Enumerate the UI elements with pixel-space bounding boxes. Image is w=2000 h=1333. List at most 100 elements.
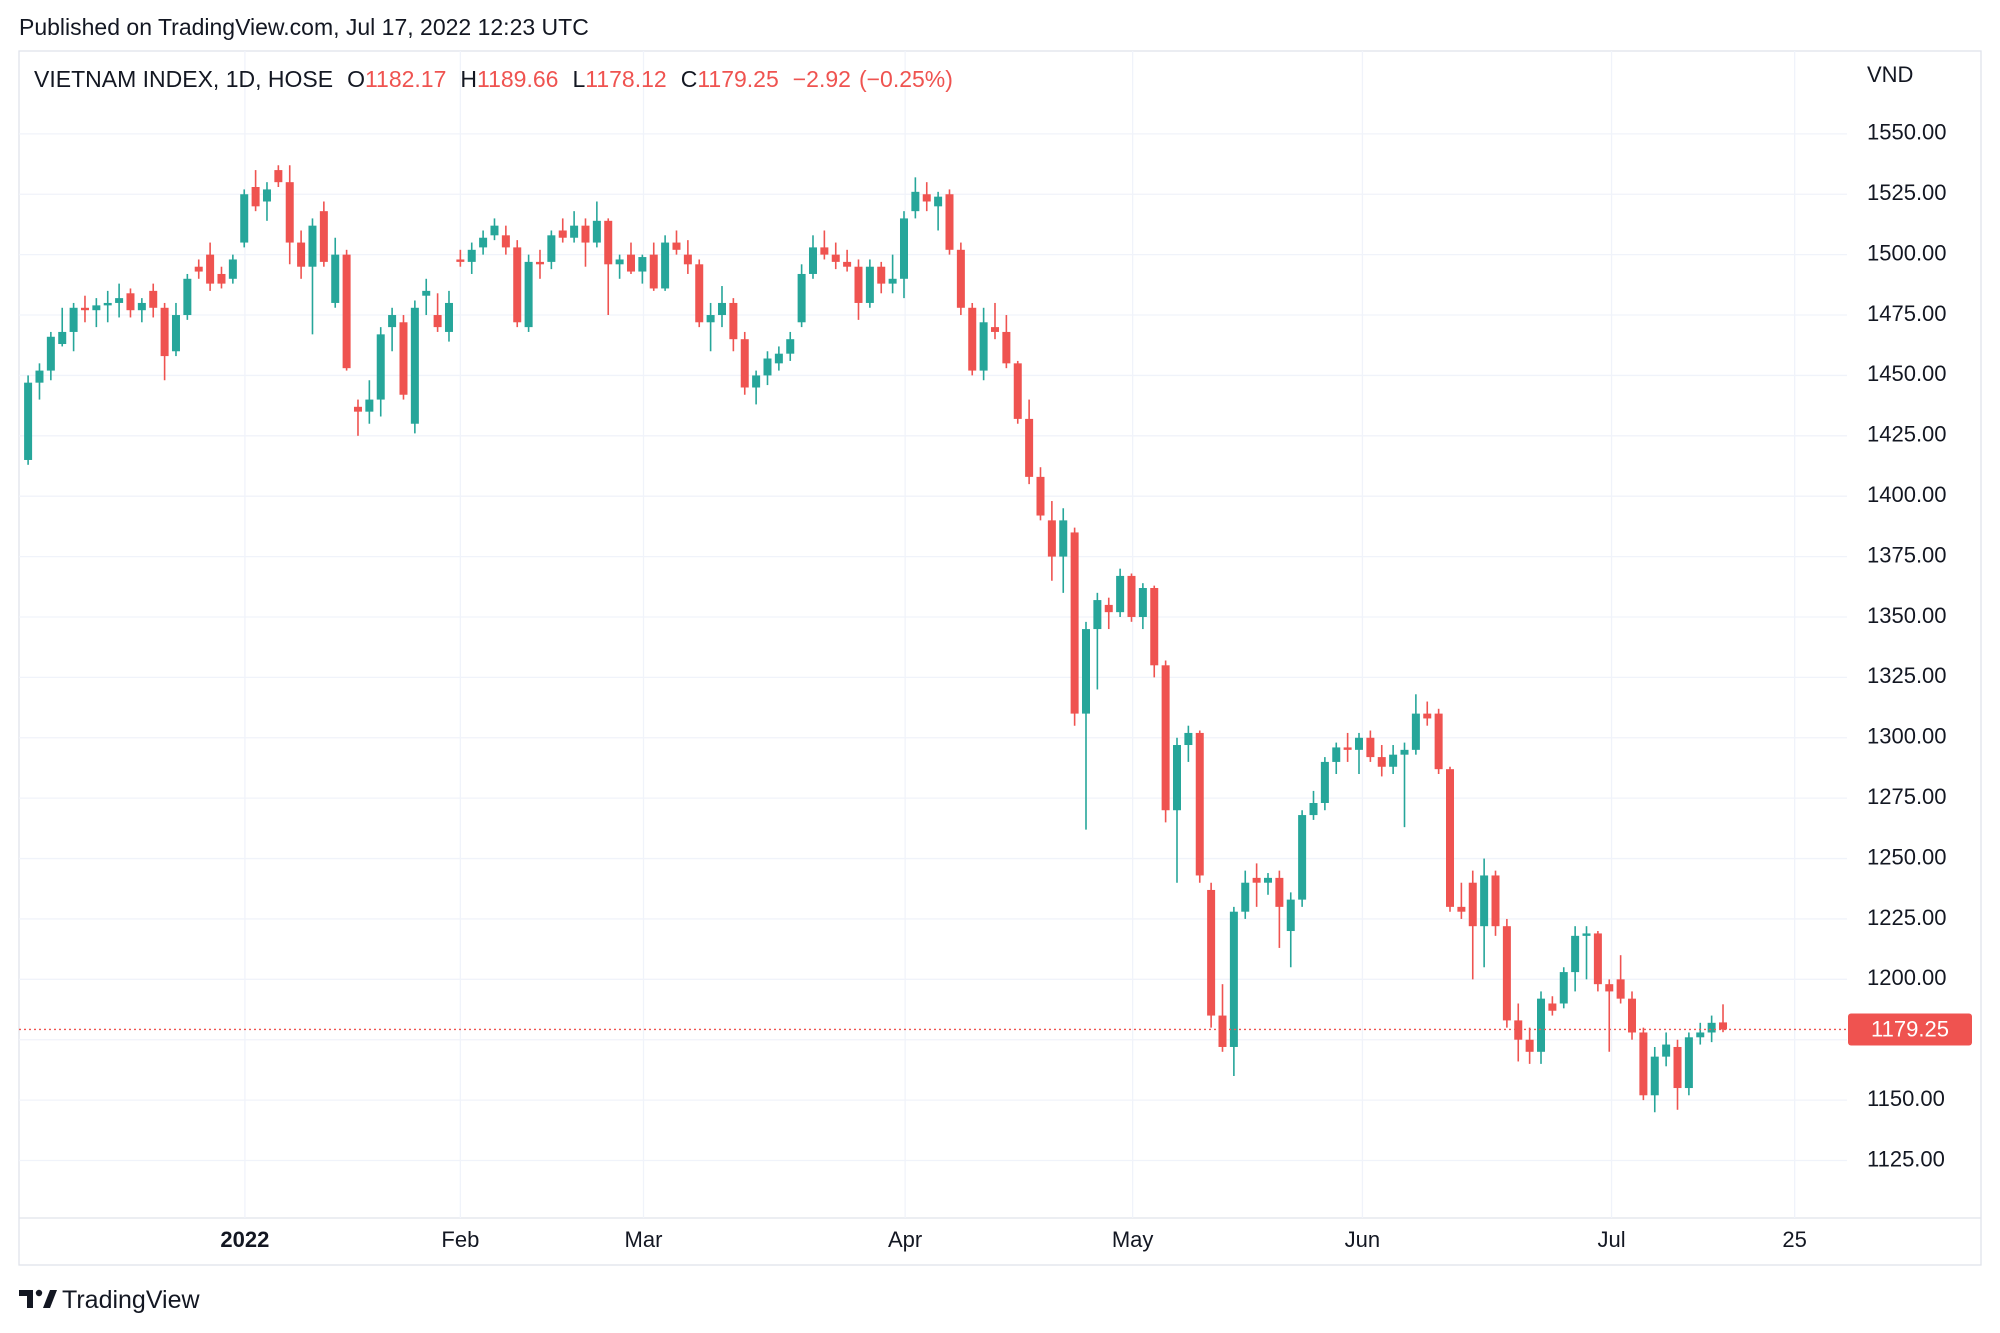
- candle-body: [1480, 875, 1489, 927]
- x-tick-label: 25: [1782, 1227, 1806, 1252]
- candle-body: [319, 211, 328, 262]
- candle-body: [604, 220, 613, 265]
- candle-body: [92, 305, 101, 311]
- candle-body: [171, 315, 180, 352]
- y-tick-label: 1200.00: [1867, 965, 1947, 990]
- candle-body: [1184, 732, 1193, 746]
- candle-body: [1320, 761, 1329, 803]
- candle-body: [194, 266, 203, 272]
- candle-body: [1411, 713, 1420, 750]
- candle-body: [1207, 889, 1216, 1016]
- candle-body: [1719, 1022, 1728, 1030]
- candle-body: [661, 242, 670, 289]
- candle-body: [228, 259, 237, 279]
- candle-body: [581, 225, 590, 243]
- candle-body: [649, 254, 658, 289]
- legend-text: −2.92: [792, 66, 851, 92]
- candle-body: [558, 230, 567, 238]
- published-note: Published on TradingView.com, Jul 17, 20…: [19, 14, 589, 40]
- y-tick-label: 1125.00: [1867, 1146, 1945, 1171]
- candle-body: [1673, 1046, 1682, 1089]
- candle-body: [1491, 875, 1500, 927]
- candle-body: [353, 406, 362, 412]
- x-tick-label: Mar: [625, 1227, 663, 1252]
- candle-body: [1662, 1044, 1671, 1057]
- candle-body: [888, 278, 897, 284]
- candle-body: [456, 259, 465, 262]
- candle-body: [808, 247, 817, 274]
- candle-body: [592, 220, 601, 243]
- candle-body: [262, 189, 271, 202]
- candle-body: [422, 290, 431, 296]
- candle-body: [1582, 933, 1591, 936]
- candle-body: [1377, 757, 1386, 767]
- candle-body: [1696, 1032, 1705, 1038]
- candle-body: [1650, 1056, 1659, 1096]
- candle-body: [1548, 1003, 1557, 1011]
- legend-text: VIETNAM INDEX, 1D, HOSE: [34, 66, 334, 92]
- y-tick-label: 1250.00: [1867, 844, 1947, 869]
- price-axis-unit: VND: [1867, 62, 1913, 87]
- candle-body: [149, 290, 158, 308]
- candle-body: [1047, 520, 1056, 557]
- candle-body: [1275, 877, 1284, 907]
- symbol-legend: VIETNAM INDEX, 1D, HOSE O 1182.17 H 1189.66 L…: [34, 66, 953, 93]
- y-tick-label: 1325.00: [1867, 663, 1947, 688]
- candle-body: [899, 218, 908, 279]
- candle-body: [922, 194, 931, 202]
- y-tick-label: 1525.00: [1867, 180, 1947, 205]
- candle-body: [570, 225, 579, 238]
- candle-body: [1070, 532, 1079, 714]
- candle-body: [1116, 575, 1125, 613]
- logo-icon: [19, 1289, 57, 1308]
- candle-body: [331, 254, 340, 303]
- candle-body: [672, 242, 681, 250]
- candle-body: [1628, 998, 1637, 1033]
- candle-body: [80, 307, 89, 311]
- candle-body: [1525, 1039, 1534, 1052]
- candle-body: [410, 307, 419, 424]
- y-tick-label: 1150.00: [1867, 1086, 1945, 1111]
- candle-body: [1218, 1015, 1227, 1047]
- candle-body: [274, 170, 283, 183]
- last-price-label: 1179.25: [1871, 1016, 1949, 1041]
- candle-body: [1195, 732, 1204, 876]
- legend-text: C: [680, 66, 698, 92]
- candles: [24, 165, 1728, 1113]
- candle-body: [1605, 984, 1614, 992]
- candle-body: [376, 334, 385, 400]
- candle-body: [1241, 882, 1250, 912]
- candle-body: [865, 266, 874, 303]
- legend-text: 1182.17: [364, 66, 447, 92]
- legend-text: 1178.12: [585, 66, 667, 92]
- candle-body: [1104, 604, 1113, 613]
- candle-body: [433, 315, 442, 328]
- candle-body: [1355, 737, 1364, 750]
- candle-body: [1127, 575, 1136, 617]
- candle-body: [945, 194, 954, 250]
- candle-body: [717, 302, 726, 316]
- candle-body: [183, 278, 192, 316]
- x-tick-label: Feb: [441, 1227, 479, 1252]
- candle-body: [1593, 933, 1602, 985]
- candle-body: [1161, 665, 1170, 811]
- candle-body: [1138, 587, 1147, 617]
- candle-body: [1502, 926, 1511, 1021]
- candle-body: [1468, 882, 1477, 927]
- candle-body: [626, 254, 635, 272]
- candle-body: [297, 242, 306, 267]
- candle-body: [217, 273, 226, 284]
- candle-body: [1229, 911, 1238, 1047]
- candle-body: [365, 399, 374, 412]
- legend-text: (−0.25%): [858, 66, 953, 92]
- candle-body: [706, 315, 715, 323]
- candle-body: [490, 225, 499, 236]
- candle-body: [388, 315, 397, 328]
- brand-name: TradingView: [62, 1286, 200, 1314]
- candle-body: [1446, 769, 1455, 907]
- candle-body: [854, 266, 863, 303]
- candle-body: [1059, 520, 1068, 557]
- candle-body: [615, 259, 624, 265]
- candle-body: [103, 302, 112, 306]
